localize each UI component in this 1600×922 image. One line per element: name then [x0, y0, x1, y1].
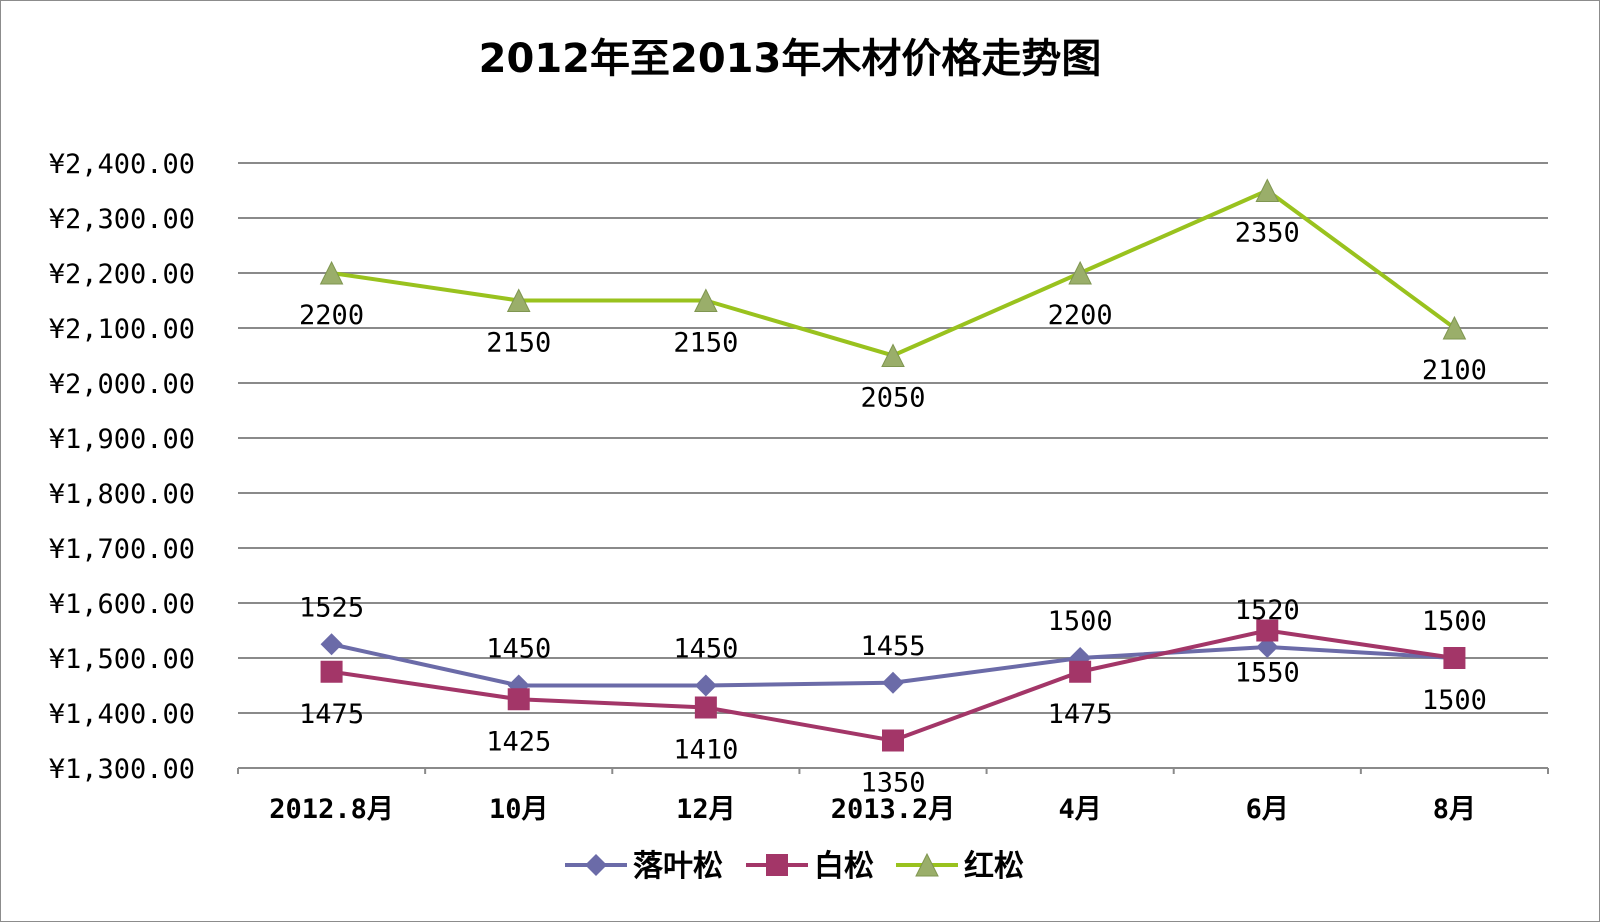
data-label: 1410 — [673, 735, 738, 766]
data-point-marker — [319, 260, 344, 285]
data-point-marker — [507, 688, 530, 711]
data-labels: 1525 1450 1450 1455 1500 1520 1500 1475 1425 1410… — [299, 218, 1487, 799]
data-label: 1450 — [486, 634, 551, 665]
data-point-marker — [882, 729, 904, 752]
x-tick-label: 4月 — [1059, 794, 1102, 825]
y-tick-label: ¥1,300.00 — [49, 754, 195, 785]
data-label: 2050 — [860, 383, 925, 414]
legend-label: 白松 — [814, 849, 874, 884]
legend-swatch-marker — [766, 854, 788, 876]
data-point-marker — [1068, 260, 1092, 285]
x-tick-label: 6月 — [1246, 794, 1289, 825]
data-point-marker — [881, 343, 905, 367]
y-tick-label: ¥2,100.00 — [49, 314, 195, 345]
data-label: 2200 — [1048, 300, 1113, 331]
y-tick-label: ¥1,700.00 — [49, 534, 195, 565]
data-point-marker — [1442, 315, 1467, 340]
y-tick-label: ¥2,200.00 — [49, 259, 195, 290]
data-point-marker — [506, 288, 531, 312]
chart-title: 2012年至2013年木材价格走势图 — [479, 36, 1102, 82]
y-tick-label: ¥2,400.00 — [49, 149, 195, 180]
y-tick-label: ¥1,600.00 — [49, 589, 195, 620]
legend: 落叶松 白松 红松 — [565, 849, 1024, 884]
data-label: 1500 — [1422, 606, 1487, 637]
data-point-marker — [1256, 619, 1279, 642]
data-label: 1450 — [673, 634, 738, 665]
legend-swatch-marker — [915, 852, 939, 877]
x-tick-label: 8月 — [1433, 794, 1476, 825]
data-label: 1500 — [1048, 606, 1113, 637]
y-tick-label: ¥2,000.00 — [49, 369, 195, 400]
data-label: 2150 — [673, 328, 738, 359]
x-tick-label: 12月 — [676, 794, 736, 825]
data-label: 1550 — [1235, 658, 1300, 689]
data-point-marker — [320, 660, 343, 683]
data-label: 1525 — [299, 592, 364, 623]
data-label: 1455 — [860, 631, 925, 662]
x-tick-label: 10月 — [489, 794, 549, 825]
data-point-marker — [1069, 660, 1092, 683]
data-label: 1425 — [486, 726, 551, 757]
data-label: 2150 — [486, 328, 551, 359]
legend-label: 红松 — [964, 849, 1024, 884]
data-point-marker — [882, 671, 904, 694]
data-label: 1520 — [1235, 595, 1300, 626]
axes: ¥2,400.00 ¥2,300.00 ¥2,200.00 ¥2,100.00 ¥2,0… — [49, 149, 1549, 825]
data-label: 1500 — [1422, 685, 1487, 716]
gridlines — [238, 162, 1548, 714]
data-point-marker — [694, 674, 717, 697]
data-label: 1475 — [299, 699, 364, 730]
y-tick-label: ¥1,400.00 — [49, 699, 195, 730]
data-point-marker — [694, 288, 718, 312]
data-point-marker — [320, 633, 343, 656]
data-point-marker — [1255, 178, 1280, 202]
data-point-marker — [1443, 647, 1466, 669]
legend-swatch-marker — [585, 854, 607, 876]
x-tick-label: 2013.2月 — [831, 794, 956, 825]
legend-label: 落叶松 — [633, 849, 723, 884]
data-label: 1350 — [860, 768, 925, 799]
data-label: 2100 — [1422, 355, 1487, 386]
data-label: 2350 — [1235, 218, 1300, 249]
data-point-marker — [694, 696, 717, 719]
data-label: 2200 — [299, 300, 364, 331]
x-tick-label: 2012.8月 — [269, 794, 394, 825]
y-tick-label: ¥1,500.00 — [49, 644, 195, 675]
y-tick-label: ¥2,300.00 — [49, 204, 195, 235]
data-label: 1475 — [1048, 699, 1113, 730]
y-tick-label: ¥1,900.00 — [49, 424, 195, 455]
series-layer — [319, 178, 1467, 752]
y-tick-label: ¥1,800.00 — [49, 479, 195, 510]
